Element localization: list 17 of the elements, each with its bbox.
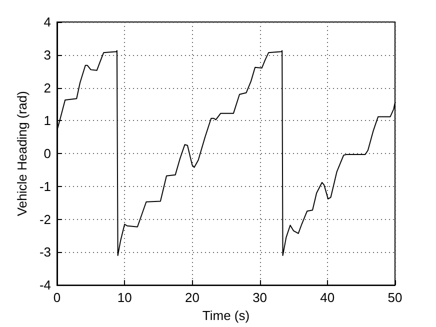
x-tick-label: 40 (320, 290, 335, 306)
y-tick-label: 3 (44, 47, 51, 62)
y-tick-label: -3 (39, 244, 51, 260)
x-tick-label: 20 (184, 290, 200, 306)
y-tick-label: -1 (39, 178, 51, 194)
x-tick-label: 0 (53, 290, 61, 306)
y-tick-label: 2 (44, 80, 51, 96)
x-tick-label: 10 (117, 290, 132, 306)
y-tick-label: 4 (44, 14, 51, 30)
x-tick-label: 30 (252, 290, 268, 306)
y-tick-label: -4 (39, 278, 51, 293)
y-tick-label: 1 (44, 113, 51, 128)
x-tick-label: 50 (388, 290, 402, 306)
y-tick-label: 0 (44, 146, 51, 162)
y-axis-title: Vehicle Heading (rad) (14, 91, 30, 216)
x-axis-title: Time (s) (202, 308, 250, 323)
y-tick-label: -2 (39, 212, 51, 227)
